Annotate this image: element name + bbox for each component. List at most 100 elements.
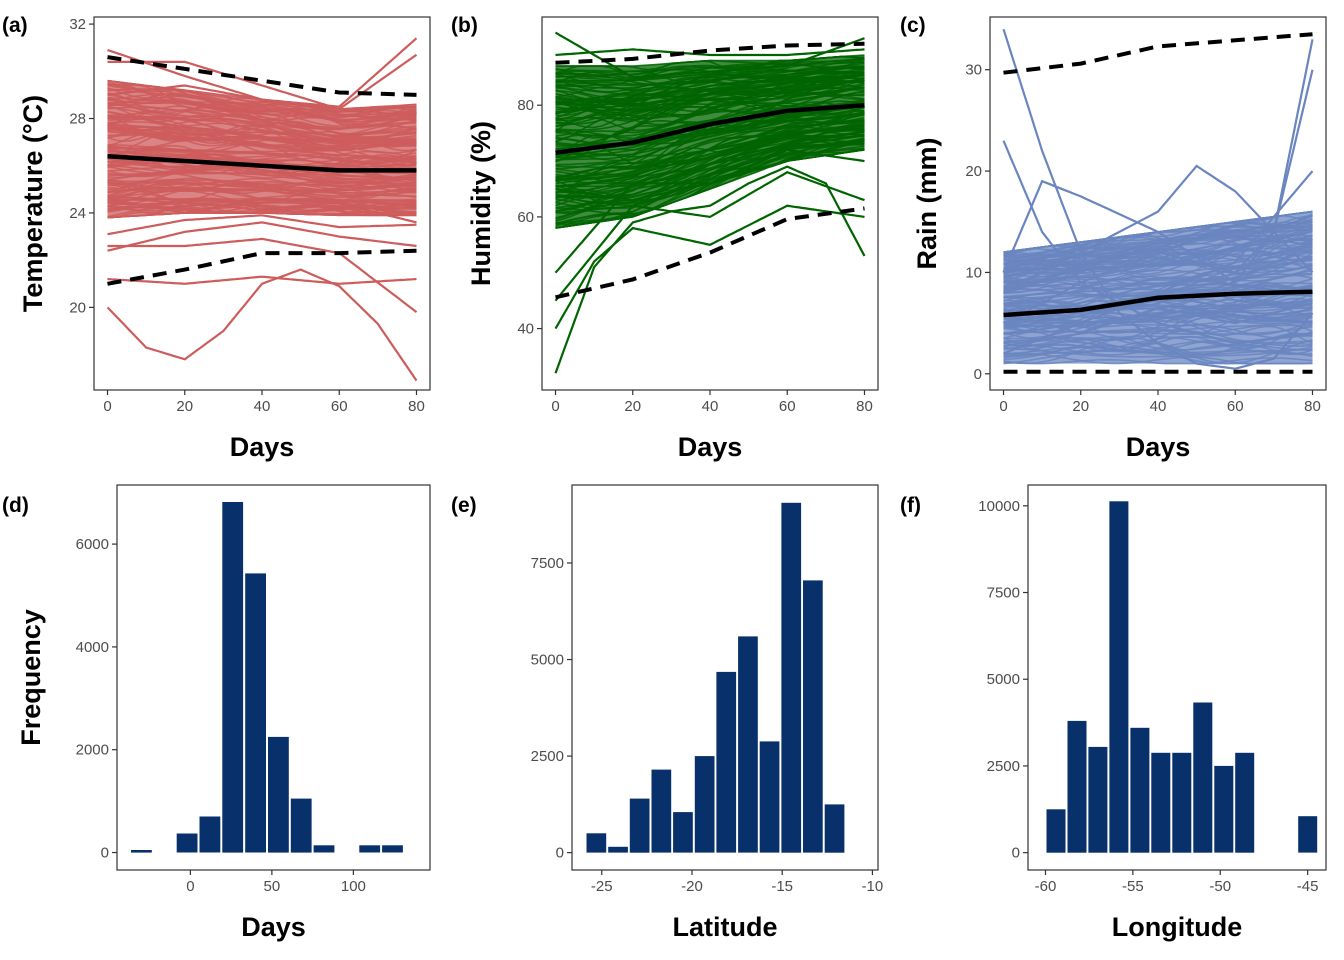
x-tick-label: 40 — [254, 398, 271, 415]
histogram-bar — [290, 798, 312, 853]
ensemble-band — [107, 80, 417, 218]
histogram-bar — [382, 845, 403, 853]
lower-bound-line — [107, 248, 417, 286]
y-tick-label: 20 — [69, 299, 86, 316]
sample-line — [1002, 69, 1314, 285]
x-tick-label: 20 — [624, 398, 641, 415]
sample-line — [554, 31, 865, 79]
y-tick-label: 30 — [965, 62, 982, 79]
upper-bound-line — [1003, 32, 1313, 75]
y-tick-label: 32 — [69, 16, 86, 33]
histogram-bar — [1130, 727, 1150, 853]
plot-area — [554, 31, 866, 374]
y-axis-title: Temperature (°C) — [18, 95, 48, 312]
y-tick-label: 7500 — [531, 555, 564, 572]
plot-frame — [116, 484, 431, 871]
x-tick-label: 100 — [341, 878, 366, 895]
x-tick-label: 60 — [779, 398, 796, 415]
mean-line — [1003, 289, 1313, 318]
plot-frame — [571, 484, 879, 871]
y-tick-label: 5000 — [531, 652, 564, 669]
y-tick-label: 0 — [556, 845, 564, 862]
panel-1: 0 20 40 60 80 20 24 28 32 Days Temperature (°C) (a) — [2, 14, 431, 462]
histogram-bar — [651, 769, 672, 853]
histogram-bar — [222, 502, 244, 853]
x-axis-title: Days — [230, 432, 295, 462]
histogram-bar — [1193, 702, 1213, 853]
histogram-bar — [694, 756, 715, 853]
x-tick-label: 50 — [264, 878, 281, 895]
histogram-bar — [1235, 752, 1255, 853]
sample-line — [554, 165, 866, 374]
sample-line — [1002, 140, 1313, 345]
x-tick-label: 80 — [1304, 398, 1321, 415]
histogram-bar — [629, 798, 650, 853]
y-tick-label: 10000 — [978, 498, 1020, 515]
sample-line — [1003, 301, 1313, 335]
histogram-bar — [781, 502, 802, 853]
y-tick-label: 7500 — [987, 585, 1020, 602]
sample-line — [1002, 28, 1314, 370]
sample-line — [107, 214, 417, 236]
mean-line — [107, 154, 417, 173]
y-tick-label: 28 — [69, 111, 86, 128]
x-tick-label: -45 — [1297, 878, 1319, 895]
sample-line — [107, 275, 417, 285]
x-axis-title: Days — [241, 912, 306, 942]
panel-4: 0 50 100 0 2000 4000 6000 Days Frequency (d) — [2, 484, 431, 942]
sample-line — [107, 53, 418, 111]
histogram-bar — [673, 812, 693, 853]
plot-area — [1046, 501, 1318, 853]
y-tick-label: 10 — [965, 264, 982, 281]
x-tick-label: 20 — [1072, 398, 1089, 415]
histogram-bar — [1046, 809, 1066, 853]
panel-label: (e) — [451, 494, 477, 517]
histogram-bar — [268, 736, 289, 853]
upper-bound-line — [107, 55, 417, 97]
histogram-bar — [359, 845, 381, 853]
plot-area — [1002, 28, 1314, 374]
histogram-bar — [313, 845, 335, 853]
histogram-bar — [1151, 752, 1171, 853]
sample-line — [1003, 170, 1314, 355]
x-tick-label: -25 — [591, 878, 613, 895]
sample-line — [107, 221, 417, 252]
panel-5: -25 -20 -15 -10 0 2500 5000 7500 Latitude (e) — [451, 484, 883, 942]
histogram-bar — [716, 671, 737, 853]
y-tick-label: 0 — [101, 845, 109, 862]
histogram-bar — [1067, 720, 1087, 853]
x-tick-label: -50 — [1209, 878, 1231, 895]
histogram-bar — [1298, 816, 1318, 853]
sample-line — [1002, 39, 1314, 325]
y-axis-title: Humidity (%) — [466, 121, 496, 286]
x-tick-label: -15 — [771, 878, 793, 895]
panel-3: 0 20 40 60 80 0 10 20 30 Days Rain (mm) (c) — [900, 14, 1327, 462]
x-tick-label: 0 — [103, 398, 111, 415]
sample-line — [106, 268, 418, 382]
plot-area — [131, 502, 403, 853]
histogram-bar — [608, 846, 628, 853]
panel-label: (b) — [451, 14, 478, 37]
histogram-bar — [759, 741, 780, 853]
y-tick-label: 20 — [965, 163, 982, 180]
y-tick-label: 2500 — [531, 748, 564, 765]
histogram-bar — [586, 833, 607, 853]
histogram-bar — [245, 573, 266, 853]
sample-line — [107, 237, 418, 313]
histogram-bar — [803, 580, 823, 853]
panel-label: (a) — [2, 14, 28, 37]
sample-line — [555, 137, 865, 202]
panel-label: (d) — [2, 494, 29, 517]
y-tick-label: 5000 — [987, 671, 1020, 688]
plot-area — [106, 37, 418, 382]
y-tick-label: 6000 — [76, 536, 109, 553]
histogram-bar — [131, 850, 152, 853]
y-tick-label: 2000 — [76, 742, 109, 759]
histogram-bar — [738, 636, 758, 853]
histogram-bar — [1172, 752, 1192, 853]
x-axis-title: Latitude — [673, 912, 778, 942]
sample-line — [555, 48, 865, 57]
x-tick-label: 0 — [186, 878, 194, 895]
sample-line — [107, 84, 417, 113]
